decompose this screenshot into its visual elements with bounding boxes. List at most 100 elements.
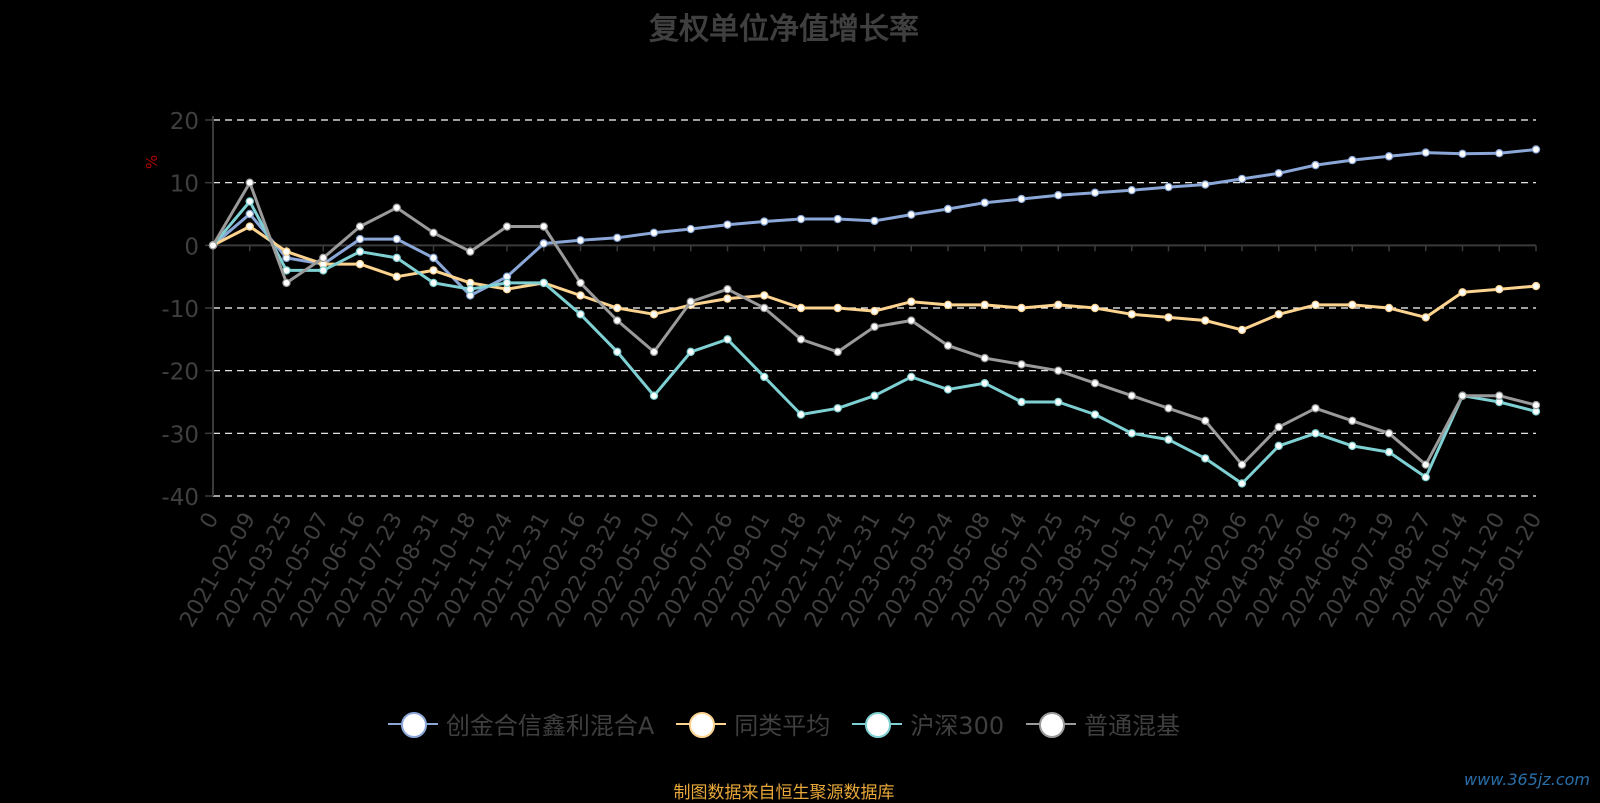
series-3-point bbox=[539, 222, 548, 231]
series-1-point bbox=[1054, 300, 1063, 310]
series-0-point bbox=[1421, 148, 1430, 157]
tick-labels: 20100-10-20-30-40%02021-02-092021-03-252… bbox=[143, 109, 1547, 632]
series-0-point bbox=[1127, 185, 1136, 195]
series-2-point bbox=[1054, 397, 1063, 407]
series-0-point bbox=[355, 234, 365, 244]
series-0-point bbox=[723, 220, 732, 229]
series-0-point bbox=[576, 236, 585, 245]
series-1-point bbox=[649, 310, 659, 319]
series-2-point bbox=[1274, 441, 1283, 451]
series-2-point bbox=[723, 335, 732, 344]
series-3-point bbox=[1274, 422, 1283, 432]
series-0-point bbox=[1348, 155, 1357, 165]
series-3-point bbox=[576, 278, 585, 288]
series-2-point bbox=[502, 278, 512, 288]
series-0-point bbox=[686, 224, 695, 234]
series-3-point bbox=[980, 353, 989, 363]
series-2-point bbox=[429, 278, 438, 288]
series-2-point bbox=[1384, 447, 1394, 457]
data-source-note: 制图数据来自恒生聚源数据库 bbox=[673, 783, 895, 803]
legend-marker-icon bbox=[676, 709, 727, 739]
series-1-point bbox=[833, 303, 842, 313]
series-2-point bbox=[1311, 429, 1320, 438]
series-3-point bbox=[1017, 360, 1026, 369]
series-0-point bbox=[245, 209, 254, 219]
series-1-point bbox=[870, 306, 879, 316]
series-1-point bbox=[1421, 313, 1430, 322]
series-1-point bbox=[980, 300, 989, 310]
y-tick-label: -30 bbox=[161, 422, 199, 448]
series-2-point bbox=[760, 372, 769, 382]
series-1-point bbox=[613, 303, 622, 313]
series-0-point bbox=[980, 198, 989, 207]
series-3-point bbox=[1421, 460, 1430, 469]
series-0-point bbox=[1274, 169, 1283, 178]
series-0-point bbox=[1201, 180, 1210, 189]
series-3-point bbox=[1311, 404, 1320, 413]
series-2-point bbox=[576, 310, 585, 319]
y-tick-label: 20 bbox=[170, 109, 199, 135]
series-1-point bbox=[245, 222, 254, 231]
series-1-point bbox=[1348, 300, 1357, 310]
series-2-point bbox=[466, 285, 475, 294]
series-3-point bbox=[466, 247, 475, 256]
legend-label: 创金合信鑫利混合A bbox=[445, 712, 655, 740]
series-0-point bbox=[1017, 194, 1026, 204]
series-3-point bbox=[208, 241, 218, 250]
legend-marker-icon bbox=[1026, 709, 1077, 739]
series-2-point bbox=[980, 379, 989, 388]
y-axis-label: % bbox=[143, 155, 161, 169]
series-3-point bbox=[943, 341, 953, 350]
legend-marker-icon bbox=[387, 709, 438, 739]
legend-item-csi300[interactable]: 沪深300 bbox=[852, 706, 1004, 741]
legend-label: 普通混基 bbox=[1084, 712, 1181, 740]
series-1-point bbox=[1458, 288, 1467, 297]
series-0-point bbox=[907, 210, 916, 219]
series-0-point bbox=[429, 253, 438, 263]
series-2-point bbox=[245, 197, 254, 206]
series-1-point bbox=[1017, 303, 1026, 313]
series-2-point bbox=[1090, 410, 1100, 419]
series-0-point bbox=[943, 204, 953, 214]
series-3-point bbox=[723, 285, 732, 294]
series-1-point bbox=[943, 300, 953, 310]
series-2-point bbox=[355, 247, 365, 256]
series-0-point bbox=[1311, 160, 1320, 170]
series-1-point bbox=[907, 297, 916, 306]
series-1-point bbox=[1495, 285, 1504, 294]
series-2-point bbox=[1348, 441, 1357, 451]
series-2-point bbox=[870, 391, 879, 400]
series-2-point bbox=[1237, 479, 1247, 488]
series-3-point bbox=[1237, 460, 1247, 469]
series-3-point bbox=[502, 222, 512, 231]
axes bbox=[205, 116, 1537, 497]
legend-item-fund[interactable]: 创金合信鑫利混合A bbox=[387, 706, 655, 741]
series-2-point bbox=[392, 253, 401, 263]
series-1-point bbox=[282, 247, 291, 256]
series-3-point bbox=[282, 278, 291, 288]
series-0-point bbox=[613, 233, 622, 243]
series-lines bbox=[208, 145, 1541, 488]
series-3-point bbox=[649, 347, 659, 357]
series-3-point bbox=[1127, 391, 1136, 400]
series-1-point bbox=[1531, 281, 1541, 291]
series-2-point bbox=[1421, 473, 1430, 482]
legend-item-peer-average[interactable]: 同类平均 bbox=[676, 706, 830, 741]
series-0-point bbox=[1164, 182, 1173, 192]
legend-item-mixed-fund[interactable]: 普通混基 bbox=[1026, 706, 1180, 741]
series-3-point bbox=[870, 322, 879, 331]
series-1-point bbox=[723, 294, 732, 303]
series-1-point bbox=[1384, 303, 1394, 313]
series-3-point bbox=[1531, 400, 1541, 410]
series-3-point bbox=[1201, 416, 1210, 425]
series-2-point bbox=[319, 266, 328, 275]
series-line-2 bbox=[211, 200, 1538, 485]
legend-label: 同类平均 bbox=[734, 712, 831, 740]
series-0-point bbox=[760, 217, 769, 226]
series-3-point bbox=[1384, 429, 1394, 438]
series-3-point bbox=[833, 347, 842, 357]
series-1-point bbox=[355, 259, 365, 269]
series-0-point bbox=[1090, 188, 1100, 197]
series-0-point bbox=[796, 214, 806, 224]
series-2-point bbox=[833, 404, 842, 413]
